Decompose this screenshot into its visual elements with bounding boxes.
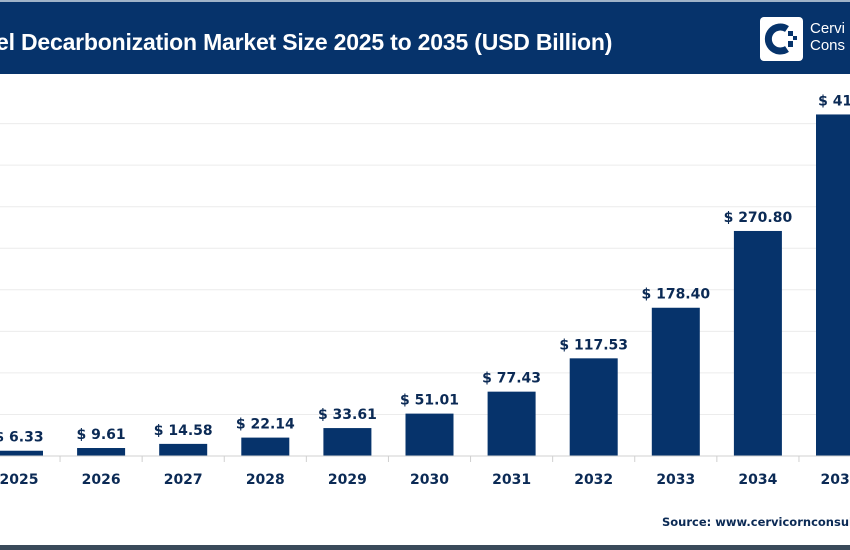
bar-2030 [405,413,454,456]
bar-2031 [487,391,536,456]
x-tick-label: 2035 [821,472,850,488]
x-tick-label: 2033 [656,472,695,488]
data-label: $ 22.14 [236,417,295,433]
x-tick-label: 2029 [328,472,367,488]
data-label: $ 6.33 [0,430,44,446]
x-tick-label: 2027 [164,472,203,488]
data-label: $ 9.61 [77,427,126,443]
x-tick-label: 2034 [738,472,777,488]
logo-line2: Cons [810,37,846,54]
bar-2028 [241,437,290,456]
bar-2034 [733,230,782,456]
bar-2025 [0,450,43,456]
bottom-border [0,545,850,550]
logo-line1: Cervi [810,20,846,37]
chart-title: el Decarbonization Market Size 2025 to 2… [0,29,613,55]
data-label: $ 411 [818,93,850,109]
chart-header: el Decarbonization Market Size 2025 to 2… [0,0,850,74]
bar-2029 [323,428,372,456]
bar-2027 [159,443,208,456]
x-tick-label: 2025 [0,472,38,488]
data-label: $ 117.53 [559,337,628,353]
data-label: $ 51.01 [400,393,459,409]
bar-2032 [569,358,618,456]
data-label: $ 270.80 [724,210,793,226]
x-tick-label: 2031 [492,472,531,488]
x-tick-label: 2026 [82,472,121,488]
logo-text: Cervi Cons [810,20,845,54]
x-tick-label: 2028 [246,472,285,488]
data-label: $ 33.61 [318,407,377,423]
bar-2035 [816,114,850,457]
data-label: $ 77.43 [482,371,541,387]
source-text: Source: www.cervicornconsultin [662,515,850,529]
x-tick-label: 2032 [574,472,613,488]
data-label: $ 178.40 [641,287,710,303]
x-tick-label: 2030 [410,472,449,488]
bar-2026 [77,448,126,456]
logo-icon [760,17,803,61]
data-label: $ 14.58 [154,423,213,439]
bar-2033 [651,307,700,456]
